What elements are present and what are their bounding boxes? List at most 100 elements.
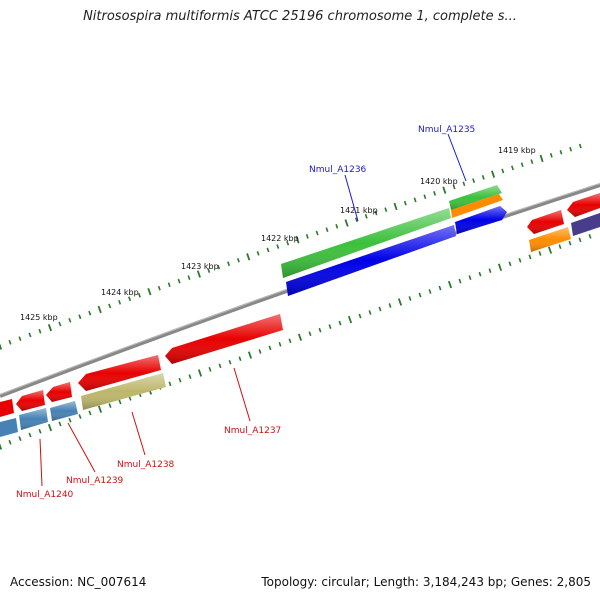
gene-feature-steelblue-3[interactable]: [0, 418, 18, 437]
minor-tick: [108, 403, 112, 408]
minor-tick: [167, 282, 171, 287]
minor-tick: [481, 175, 485, 180]
kbp-label-1421: 1421 kbp: [340, 206, 378, 215]
label-leader-lines: [39, 133, 467, 487]
minor-tick: [188, 374, 192, 379]
minor-tick: [452, 184, 456, 190]
minor-tick: [266, 247, 270, 253]
minor-tick: [118, 300, 122, 305]
minor-tick: [218, 363, 222, 369]
major-tick: [393, 202, 398, 211]
major-tick: [297, 333, 303, 341]
minor-tick: [278, 342, 282, 347]
minor-tick: [578, 143, 582, 149]
minor-tick: [305, 234, 309, 239]
minor-tick: [177, 278, 181, 284]
major-tick: [147, 288, 152, 296]
minor-tick: [418, 292, 422, 298]
major-tick: [347, 315, 353, 324]
minor-tick: [28, 332, 32, 338]
gene-label-nmul-a1237[interactable]: Nmul_A1237: [224, 426, 281, 436]
major-tick: [0, 443, 3, 450]
minor-tick: [403, 200, 407, 206]
major-tick: [97, 405, 103, 413]
kbp-label-1424: 1424 kbp: [101, 288, 139, 297]
minor-tick: [374, 210, 378, 216]
kbp-label-1422: 1422 kbp: [261, 234, 299, 243]
major-tick: [497, 263, 503, 271]
minor-tick: [315, 230, 319, 236]
minor-tick: [58, 421, 62, 427]
minor-tick: [428, 289, 432, 294]
minor-tick: [137, 292, 141, 298]
minor-tick: [413, 197, 417, 203]
forward-features: [281, 185, 507, 296]
major-tick: [447, 280, 453, 289]
major-tick: [47, 423, 53, 432]
gene-label-nmul-a1236[interactable]: Nmul_A1236: [309, 165, 367, 175]
major-tick: [539, 154, 544, 163]
minor-tick: [559, 149, 563, 155]
major-tick: [344, 219, 349, 227]
major-tick: [196, 270, 201, 278]
minor-tick: [108, 303, 112, 309]
minor-tick: [18, 336, 22, 341]
gene-feature-red-5[interactable]: [0, 399, 14, 417]
major-tick: [247, 351, 253, 359]
minor-tick: [508, 261, 512, 267]
minor-tick: [501, 168, 505, 174]
major-tick: [246, 253, 251, 261]
minor-tick: [228, 359, 232, 365]
minor-tick: [78, 414, 82, 419]
major-tick: [47, 323, 53, 332]
minor-tick: [511, 165, 514, 171]
minor-tick: [268, 345, 272, 351]
minor-tick: [468, 275, 472, 280]
minor-tick: [68, 318, 72, 323]
minor-tick: [549, 153, 553, 158]
minor-tick: [38, 328, 42, 334]
gene-label-nmul-a1239[interactable]: Nmul_A1239: [66, 476, 124, 486]
minor-tick: [338, 320, 342, 326]
gene-label-nmul-a1238[interactable]: Nmul_A1238: [117, 460, 175, 470]
minor-tick: [227, 261, 231, 267]
minor-tick: [236, 257, 240, 263]
minor-tick: [8, 439, 12, 445]
minor-tick: [478, 271, 482, 277]
minor-tick: [88, 410, 92, 416]
major-tick: [197, 369, 203, 377]
gene-label-nmul-a1235[interactable]: Nmul_A1235: [418, 125, 475, 135]
minor-tick: [438, 285, 442, 291]
minor-tick: [238, 356, 242, 361]
minor-tick: [58, 321, 62, 327]
gene-feature-slateblue-right[interactable]: [571, 213, 600, 236]
kbp-label-1420: 1420 kbp: [420, 177, 458, 186]
minor-tick: [538, 251, 542, 256]
major-tick: [397, 298, 403, 306]
minor-tick: [128, 296, 132, 302]
accession-text: Accession: NC_007614: [10, 575, 147, 589]
minor-tick: [384, 207, 388, 213]
minor-tick: [354, 217, 358, 222]
minor-tick: [308, 331, 312, 337]
gene-feature-orange-small[interactable]: [451, 194, 503, 218]
minor-tick: [358, 313, 362, 319]
minor-tick: [88, 310, 92, 316]
minor-tick: [328, 324, 332, 329]
minor-tick: [364, 213, 368, 219]
minor-tick: [488, 268, 492, 274]
major-tick: [442, 186, 447, 194]
map-title: Nitrosospira multiformis ATCC 25196 chro…: [83, 9, 517, 24]
kbp-label-1423: 1423 kbp: [181, 262, 219, 271]
kbp-label-1425: 1425 kbp: [20, 313, 58, 322]
minor-tick: [168, 381, 172, 387]
minor-tick: [578, 237, 582, 243]
minor-tick: [286, 240, 290, 246]
minor-tick: [325, 227, 329, 232]
minor-tick: [569, 146, 573, 152]
minor-tick: [18, 436, 22, 441]
minor-tick: [318, 327, 322, 333]
topology-summary: Topology: circular; Length: 3,184,243 bp…: [261, 575, 591, 589]
gene-label-nmul-a1240[interactable]: Nmul_A1240: [16, 490, 74, 500]
major-tick: [491, 170, 496, 178]
